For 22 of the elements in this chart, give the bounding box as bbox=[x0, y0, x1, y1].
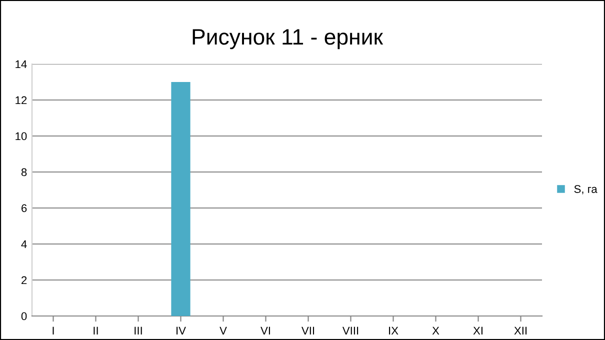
x-tick-label: II bbox=[94, 326, 98, 334]
legend-label: S, га bbox=[574, 185, 598, 194]
x-tick-label: V bbox=[220, 326, 227, 334]
y-tick-label: 6 bbox=[22, 204, 27, 212]
x-tick-label: IX bbox=[389, 326, 398, 334]
chart-title: Рисунок 11 - ерник bbox=[192, 29, 384, 50]
y-tick-label: 12 bbox=[16, 96, 27, 104]
y-tick-label: 8 bbox=[21, 168, 27, 176]
y-tick-label: 0 bbox=[21, 312, 27, 320]
x-tick-label: VII bbox=[302, 326, 314, 334]
y-tick-label: 10 bbox=[16, 132, 27, 140]
x-tick-label: I bbox=[52, 326, 54, 334]
x-tick-label: IV bbox=[176, 326, 186, 334]
x-tick-label: III bbox=[134, 326, 142, 334]
x-tick-label: VIII bbox=[342, 326, 358, 334]
x-tick-label: X bbox=[432, 326, 440, 334]
x-tick-label: XI bbox=[473, 326, 482, 334]
x-tick-label: VI bbox=[260, 326, 270, 334]
y-tick-label: 2 bbox=[22, 276, 27, 284]
x-tick-label: XII bbox=[514, 326, 527, 334]
y-tick-label: 14 bbox=[16, 60, 27, 68]
y-tick-label: 4 bbox=[21, 240, 27, 248]
